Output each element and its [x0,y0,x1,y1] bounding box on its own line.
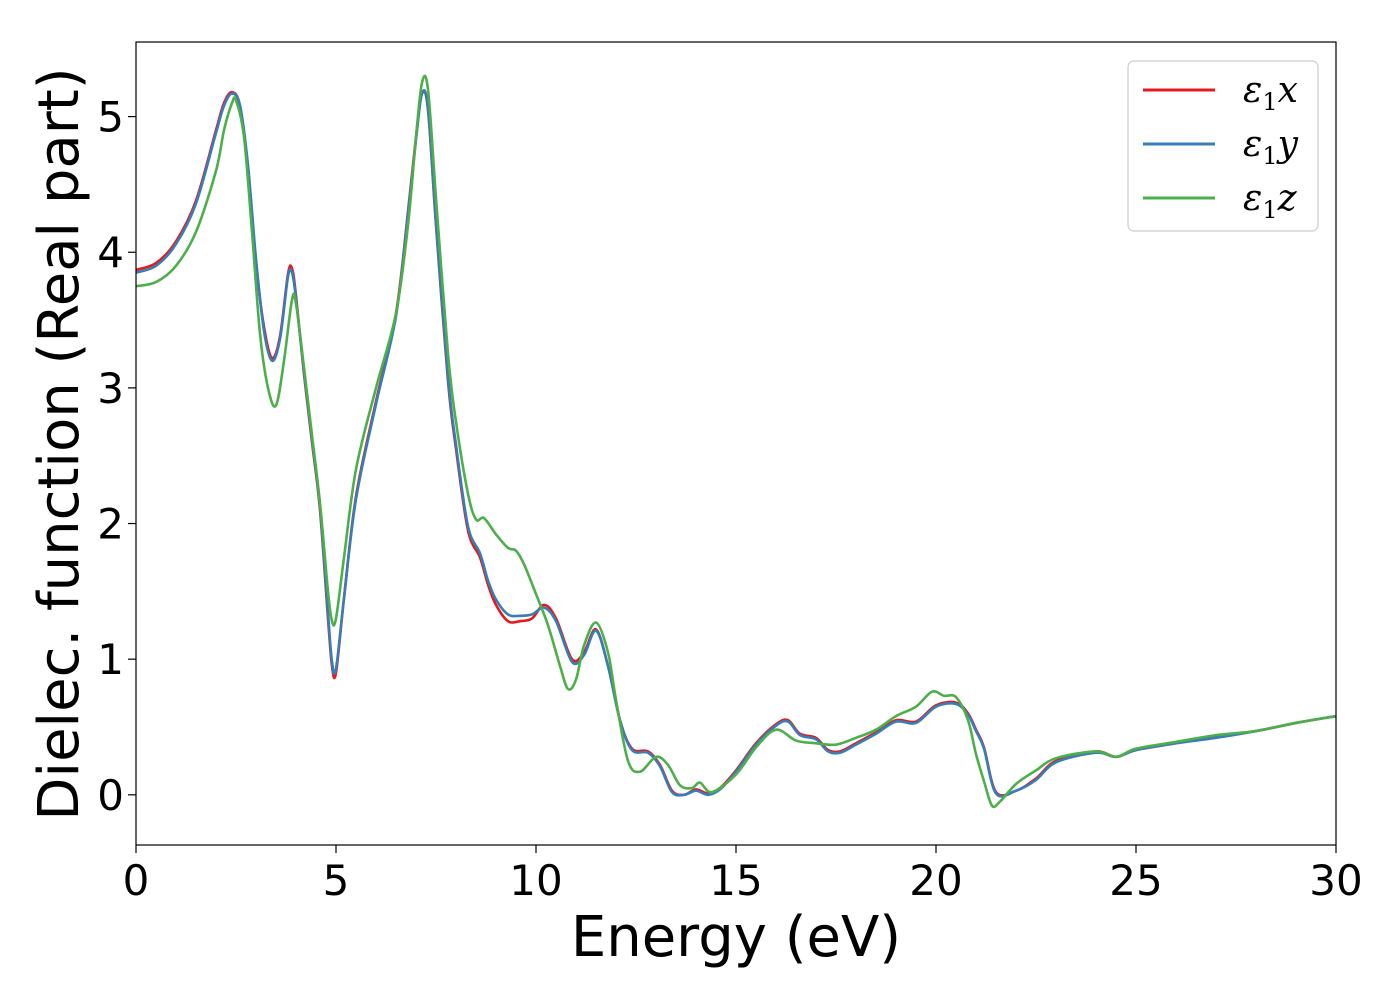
y-tick-label: 3 [97,364,124,413]
x-tick-label: 0 [123,856,150,905]
y-tick-label: 5 [97,93,124,142]
series-layer [136,74,1336,809]
y-axis-label: Dielec. function (Real part) [27,67,92,820]
y-tick-label: 1 [97,635,124,684]
x-tick-label: 25 [1109,856,1162,905]
x-tick-label: 20 [909,856,962,905]
x-tick-label: 15 [709,856,762,905]
x-tick-label: 5 [323,856,350,905]
y-tick-label: 4 [97,228,124,277]
x-axis-ticks: 0 5 10 15 20 25 30 [123,845,1363,905]
y-tick-label: 0 [97,771,124,820]
x-tick-label: 10 [509,856,562,905]
legend-label-x: ε1x [1243,70,1298,116]
legend-frame [1127,60,1319,232]
x-axis-label: Energy (eV) [571,905,901,970]
legend-label-z: ε1z [1243,178,1298,224]
y-tick-label: 2 [97,500,124,549]
legend: ε1x ε1y ε1z [1127,60,1319,232]
series-line-z [136,74,1336,809]
legend-label-y: ε1y [1243,124,1299,170]
y-axis-ticks: 0 1 2 3 4 5 [97,93,136,820]
x-tick-label: 30 [1309,856,1362,905]
